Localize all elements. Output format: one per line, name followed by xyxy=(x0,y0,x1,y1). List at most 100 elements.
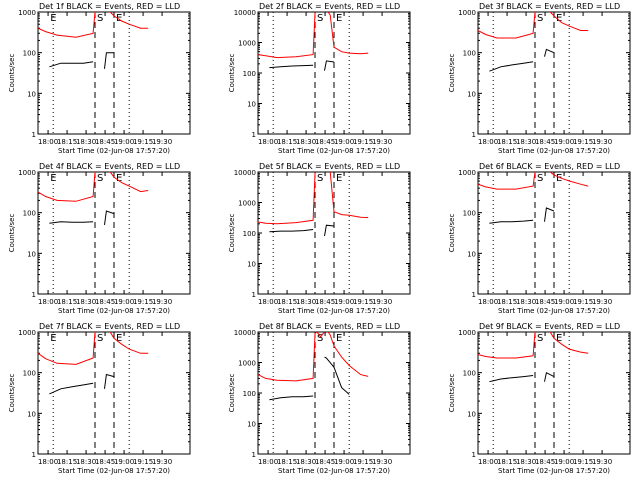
x-tick-label: 19:15 xyxy=(353,458,373,466)
marker-label: S xyxy=(537,333,543,344)
y-tick-label: 10 xyxy=(247,421,256,429)
y-axis-label: Counts/sec xyxy=(8,374,16,413)
panel-6: Det 6f BLACK = Events, RED = LLD 1 10 100 10… xyxy=(448,162,631,315)
panel-title: Det 6f BLACK = Events, RED = LLD xyxy=(479,162,620,171)
marker-label: E xyxy=(556,173,562,184)
series-lld-segment-1 xyxy=(38,12,96,38)
y-tick-label: 10 xyxy=(467,410,476,418)
x-tick-label: 19:00 xyxy=(554,458,574,466)
x-tick-label: 18:00 xyxy=(258,138,278,146)
series-events-segment-2 xyxy=(104,52,114,69)
y-tick-label: 10000 xyxy=(234,329,256,337)
series-events-segment-1 xyxy=(49,221,94,224)
x-tick-label: 18:45 xyxy=(535,138,555,146)
series-events-segment-1 xyxy=(269,229,314,233)
x-tick-label: 18:30 xyxy=(76,298,96,306)
marker-label: E xyxy=(50,173,56,184)
marker-label: E xyxy=(116,13,122,24)
panel-title: Det 3f BLACK = Events, RED = LLD xyxy=(479,2,620,11)
y-tick-label: 1 xyxy=(32,131,36,139)
series-lld-segment-1 xyxy=(38,172,96,202)
series-events-segment-1 xyxy=(489,219,534,224)
series-lld-segment-1 xyxy=(478,332,536,359)
y-tick-label: 10000 xyxy=(234,9,256,17)
series-events-segment-1 xyxy=(269,64,314,69)
x-tick-label: 19:15 xyxy=(133,298,153,306)
y-tick-label: 100 xyxy=(463,50,476,58)
x-tick-label: 18:45 xyxy=(95,458,115,466)
y-tick-label: 10 xyxy=(27,250,36,258)
y-axis-label: Counts/sec xyxy=(228,54,236,93)
y-axis-label: Counts/sec xyxy=(228,214,236,253)
series-lld-segment-2 xyxy=(327,332,369,377)
y-axis-label: Counts/sec xyxy=(448,374,456,413)
panel-title: Det 2f BLACK = Events, RED = LLD xyxy=(259,2,400,11)
y-tick-label: 10 xyxy=(247,101,256,109)
x-tick-label: 19:00 xyxy=(554,298,574,306)
series-events-segment-2 xyxy=(324,356,350,395)
marker-label: E xyxy=(50,333,56,344)
panel-title: Det 1f BLACK = Events, RED = LLD xyxy=(39,2,180,11)
panel-7: Det 7f BLACK = Events, RED = LLD 1 10 100 10… xyxy=(8,322,191,475)
marker-label: E xyxy=(556,333,562,344)
panel-1: Det 1f BLACK = Events, RED = LLD 1 10 100 10… xyxy=(8,2,191,155)
x-tick-label: 18:00 xyxy=(258,458,278,466)
marker-label: S xyxy=(317,333,323,344)
y-tick-label: 1 xyxy=(472,131,476,139)
x-tick-label: 19:00 xyxy=(334,458,354,466)
y-tick-label: 1 xyxy=(252,131,256,139)
x-tick-label: 18:15 xyxy=(57,458,77,466)
x-tick-label: 18:00 xyxy=(38,458,58,466)
y-tick-label: 10 xyxy=(27,90,36,98)
marker-label: S xyxy=(537,173,543,184)
x-tick-label: 19:15 xyxy=(573,138,593,146)
series-events-segment-1 xyxy=(269,395,314,401)
y-tick-label: 100 xyxy=(463,370,476,378)
y-tick-label: 1 xyxy=(472,451,476,459)
x-tick-label: 19:15 xyxy=(353,298,373,306)
y-tick-label: 1 xyxy=(252,451,256,459)
series-lld-segment-2 xyxy=(548,332,589,354)
y-tick-label: 100 xyxy=(243,70,256,78)
x-tick-label: 18:15 xyxy=(497,458,517,466)
series-events-segment-2 xyxy=(104,373,115,389)
series-lld-segment-2 xyxy=(548,12,589,31)
y-tick-label: 100 xyxy=(463,210,476,218)
y-tick-label: 100 xyxy=(23,50,36,58)
x-tick-label: 18:00 xyxy=(478,458,498,466)
x-tick-label: 19:30 xyxy=(592,458,612,466)
x-tick-label: 18:30 xyxy=(296,138,316,146)
marker-label: E xyxy=(336,13,342,24)
x-tick-label: 18:30 xyxy=(516,138,536,146)
x-axis-label: Start Time (02-Jun-08 17:57:20) xyxy=(278,307,390,315)
x-tick-label: 19:00 xyxy=(554,138,574,146)
x-tick-label: 18:15 xyxy=(277,138,297,146)
y-tick-label: 1000 xyxy=(238,40,256,48)
x-tick-label: 19:15 xyxy=(353,138,373,146)
x-tick-label: 18:30 xyxy=(296,458,316,466)
y-tick-label: 100 xyxy=(23,370,36,378)
x-tick-label: 19:30 xyxy=(372,458,392,466)
y-tick-label: 1 xyxy=(252,291,256,299)
x-tick-label: 19:15 xyxy=(573,298,593,306)
x-tick-label: 18:30 xyxy=(76,138,96,146)
x-axis-label: Start Time (02-Jun-08 17:57:20) xyxy=(58,307,170,315)
x-tick-label: 18:00 xyxy=(38,298,58,306)
x-axis-label: Start Time (02-Jun-08 17:57:20) xyxy=(498,147,610,155)
x-axis-label: Start Time (02-Jun-08 17:57:20) xyxy=(58,467,170,475)
series-lld-segment-2 xyxy=(108,12,149,29)
x-axis-label: Start Time (02-Jun-08 17:57:20) xyxy=(58,147,170,155)
x-tick-label: 19:30 xyxy=(592,298,612,306)
series-lld-segment-2 xyxy=(108,172,149,193)
x-tick-label: 18:15 xyxy=(57,138,77,146)
x-tick-label: 18:00 xyxy=(38,138,58,146)
y-tick-label: 1000 xyxy=(238,200,256,208)
panel-3: Det 3f BLACK = Events, RED = LLD 1 10 100 10… xyxy=(448,2,631,155)
marker-label: S xyxy=(97,333,103,344)
x-tick-label: 18:15 xyxy=(277,458,297,466)
series-lld-segment-1 xyxy=(258,12,317,59)
x-tick-label: 19:15 xyxy=(133,138,153,146)
series-lld-segment-1 xyxy=(258,332,325,382)
y-axis-label: Counts/sec xyxy=(448,54,456,93)
marker-label: S xyxy=(97,173,103,184)
